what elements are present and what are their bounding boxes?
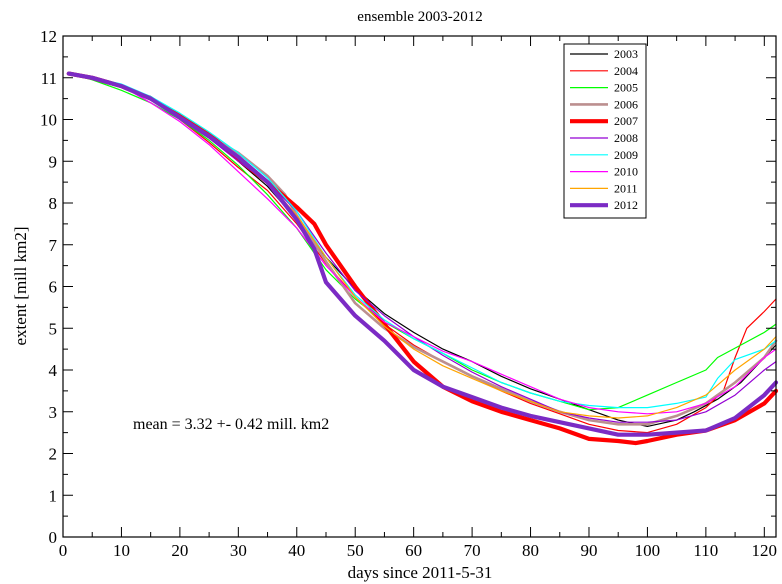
ticks-layer: 0 10 20 30 40 50 60 70 80 90 100 110 120012345678910… <box>40 27 777 560</box>
y-tick-label: 1 <box>49 486 58 505</box>
legend-box <box>563 43 647 219</box>
y-tick-label: 11 <box>41 69 57 88</box>
legend-label-2004: 2004 <box>614 64 638 78</box>
series-line-2004 <box>68 73 777 434</box>
legend: 2003 2004 2005 2006 2007 2008 2009 2010 2011 2012 <box>563 43 647 219</box>
x-tick-label: 100 <box>635 541 661 560</box>
x-tick-label: 10 <box>113 541 130 560</box>
x-tick-label: 110 <box>693 541 718 560</box>
legend-label-2009: 2009 <box>614 148 638 162</box>
y-tick-label: 0 <box>49 528 58 547</box>
x-tick-label: 50 <box>347 541 364 560</box>
chart-title: ensemble 2003-2012 <box>357 9 482 25</box>
x-tick-label: 20 <box>171 541 188 560</box>
mean-annotation: mean = 3.32 +- 0.42 mill. km2 <box>133 416 329 433</box>
x-tick-label: 120 <box>752 541 778 560</box>
x-tick-label: 70 <box>464 541 481 560</box>
legend-label-2012: 2012 <box>614 198 638 212</box>
y-tick-label: 2 <box>49 445 58 464</box>
y-tick-label: 8 <box>49 194 58 213</box>
series-line-2012 <box>66 71 779 437</box>
legend-entries: 2003 2004 2005 2006 2007 2008 2009 2010 2011 2012 <box>570 47 638 212</box>
x-tick-label: 90 <box>580 541 597 560</box>
series-line-2005 <box>68 73 777 411</box>
legend-label-2008: 2008 <box>614 131 638 145</box>
legend-label-2006: 2006 <box>614 97 638 111</box>
series-line-2009 <box>68 73 777 409</box>
series-line-2010 <box>68 73 777 415</box>
series-line-2007 <box>66 71 779 446</box>
y-tick-label: 9 <box>49 152 58 171</box>
y-tick-label: 5 <box>49 319 58 338</box>
x-tick-label: 0 <box>59 541 68 560</box>
x-tick-label: 40 <box>288 541 305 560</box>
legend-label-2003: 2003 <box>614 47 638 61</box>
y-tick-label: 3 <box>49 403 58 422</box>
legend-label-2007: 2007 <box>614 114 638 128</box>
x-tick-label: 80 <box>522 541 539 560</box>
legend-label-2011: 2011 <box>614 181 638 195</box>
y-tick-label: 10 <box>40 111 57 130</box>
x-axis-title: days since 2011-5-31 <box>348 563 493 582</box>
legend-label-2005: 2005 <box>614 81 638 95</box>
y-tick-label: 4 <box>49 361 58 380</box>
y-tick-label: 6 <box>49 278 58 297</box>
x-tick-label: 60 <box>405 541 422 560</box>
x-tick-label: 30 <box>230 541 247 560</box>
y-tick-label: 7 <box>49 236 58 255</box>
legend-label-2010: 2010 <box>614 165 638 179</box>
y-tick-label: 12 <box>40 27 57 46</box>
series-layer <box>66 71 779 446</box>
y-axis-title: extent [mill km2] <box>11 227 30 346</box>
